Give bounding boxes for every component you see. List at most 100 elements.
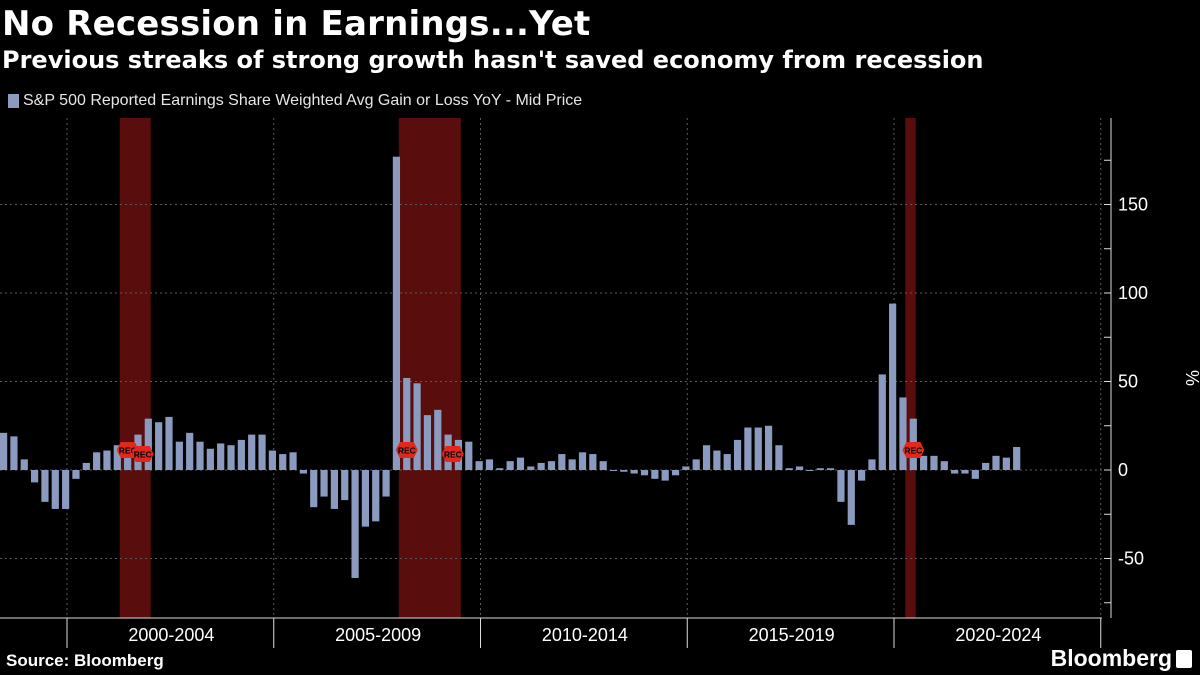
chart-title: No Recession in Earnings...Yet <box>2 4 591 44</box>
bar <box>589 454 597 470</box>
bar <box>620 470 628 472</box>
bar <box>713 450 721 470</box>
rec-marker-shape <box>395 442 418 458</box>
bar <box>382 470 390 497</box>
source-note: Source: Bloomberg <box>6 651 164 670</box>
bar <box>1002 457 1010 470</box>
bar <box>217 443 225 470</box>
bar <box>558 454 566 470</box>
bar <box>744 427 752 470</box>
bar <box>351 470 359 578</box>
bar <box>227 445 235 470</box>
bar <box>506 461 514 470</box>
bar <box>971 470 979 479</box>
bar <box>889 303 897 470</box>
bar <box>258 434 266 470</box>
bar <box>10 436 18 470</box>
bar <box>392 156 401 470</box>
brand-logo: Bloomberg <box>1051 645 1192 672</box>
rec-marker: REC <box>902 442 925 458</box>
bar <box>485 459 494 470</box>
grid-lines <box>0 118 1102 618</box>
bar <box>248 434 256 470</box>
bar <box>961 470 969 474</box>
bar <box>330 470 338 509</box>
y-tick-label: 50 <box>1118 372 1138 392</box>
bar <box>51 470 59 509</box>
bar <box>0 432 8 470</box>
bar <box>186 432 194 470</box>
y-tick-label: 0 <box>1118 460 1128 480</box>
bar <box>124 450 132 470</box>
bar <box>775 445 783 470</box>
bar <box>578 452 587 470</box>
bar <box>103 450 111 470</box>
bar <box>175 441 183 470</box>
rec-marker-label: REC <box>134 450 152 460</box>
bar <box>537 462 545 470</box>
bar <box>93 452 101 470</box>
bloomberg-mark-icon <box>1176 649 1192 668</box>
recession-shading <box>119 118 916 618</box>
bar <box>516 457 525 470</box>
bar <box>827 468 835 470</box>
chart-subtitle: Previous streaks of strong growth hasn't… <box>2 46 984 74</box>
bar-series <box>0 156 1021 578</box>
bar <box>361 470 370 527</box>
x-tick-label: 2015-2019 <box>749 625 835 645</box>
bar <box>847 470 855 525</box>
bar <box>723 454 731 470</box>
rec-marker-label: REC <box>119 446 137 456</box>
bar <box>237 439 245 470</box>
rec-marker-shape <box>902 442 925 458</box>
rec-marker-shape <box>131 446 154 462</box>
bar <box>609 470 618 471</box>
bar <box>682 466 690 470</box>
bar <box>475 461 483 470</box>
bar <box>547 461 556 470</box>
bar <box>310 470 318 508</box>
bar <box>702 445 711 470</box>
bar <box>992 455 1000 470</box>
bar <box>20 459 28 470</box>
bar <box>403 377 411 470</box>
recession-band <box>119 118 151 618</box>
bar <box>41 470 49 502</box>
bar <box>568 459 576 470</box>
bar <box>196 441 204 470</box>
bar <box>671 470 680 476</box>
axes: -50 0 50 100 150% 2000-2004 2005-2009 2010-2014… <box>0 118 1200 648</box>
x-tick-label: 2005-2009 <box>335 625 421 645</box>
bar <box>951 470 959 474</box>
bar <box>858 470 866 481</box>
bar <box>1013 446 1021 470</box>
rec-marker: REC <box>131 446 154 462</box>
y-tick-label: 100 <box>1118 283 1148 303</box>
bar <box>72 470 80 479</box>
x-tick-label: 2000-2004 <box>128 625 214 645</box>
x-tick-label: 2020-2024 <box>955 625 1041 645</box>
bar <box>795 466 804 470</box>
rec-marker-label: REC <box>398 446 416 456</box>
rec-marker-label: REC <box>904 446 922 456</box>
bar <box>899 397 907 470</box>
bar <box>82 462 90 470</box>
bar <box>372 470 380 522</box>
bar <box>413 383 421 470</box>
bar <box>527 466 535 470</box>
bar <box>496 468 504 470</box>
y-axis-label: % <box>1182 370 1200 386</box>
rec-marker: REC <box>441 446 464 462</box>
bar <box>165 416 173 470</box>
bar <box>837 470 845 502</box>
bar <box>206 448 214 470</box>
bar <box>940 461 948 470</box>
legend-swatch <box>8 94 19 108</box>
bar <box>341 470 349 501</box>
rec-marker: REC <box>395 442 418 458</box>
bar <box>299 470 307 474</box>
bar <box>754 427 762 470</box>
bar <box>868 459 876 470</box>
